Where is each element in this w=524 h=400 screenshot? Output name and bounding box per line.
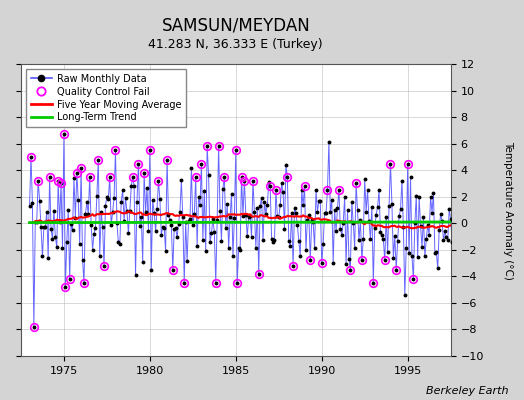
- Text: SAMSUN/MEYDAN: SAMSUN/MEYDAN: [161, 16, 310, 34]
- Text: 41.283 N, 36.333 E (Turkey): 41.283 N, 36.333 E (Turkey): [148, 38, 323, 51]
- Y-axis label: Temperature Anomaly (°C): Temperature Anomaly (°C): [503, 140, 513, 280]
- Legend: Raw Monthly Data, Quality Control Fail, Five Year Moving Average, Long-Term Tren: Raw Monthly Data, Quality Control Fail, …: [26, 69, 187, 127]
- Text: Berkeley Earth: Berkeley Earth: [426, 386, 508, 396]
